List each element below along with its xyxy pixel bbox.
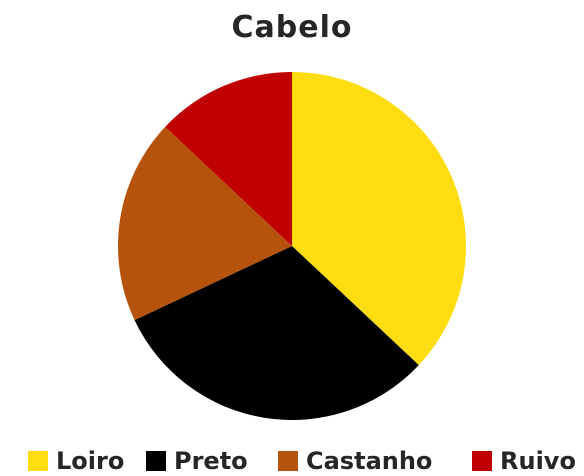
- legend-item-loiro: Loiro: [28, 446, 124, 476]
- legend-item-preto: Preto: [146, 446, 248, 476]
- legend-label-castanho: Castanho: [306, 447, 433, 475]
- legend-swatch-loiro: [28, 451, 48, 471]
- legend-label-preto: Preto: [174, 447, 248, 475]
- pie-slice-preto: [134, 246, 419, 421]
- legend: Loiro Preto Castanho Ruivo: [0, 446, 584, 476]
- legend-swatch-ruivo: [472, 451, 492, 471]
- legend-label-ruivo: Ruivo: [500, 447, 576, 475]
- chart-title: Cabelo: [231, 10, 353, 45]
- legend-label-loiro: Loiro: [56, 447, 125, 475]
- legend-item-castanho: Castanho: [278, 446, 432, 476]
- legend-swatch-preto: [146, 451, 166, 471]
- legend-swatch-castanho: [278, 451, 298, 471]
- pie-slice-loiro: [292, 72, 466, 366]
- legend-item-ruivo: Ruivo: [472, 446, 576, 476]
- pie-slice-ruivo: [165, 72, 292, 246]
- pie-slice-castanho: [117, 126, 293, 321]
